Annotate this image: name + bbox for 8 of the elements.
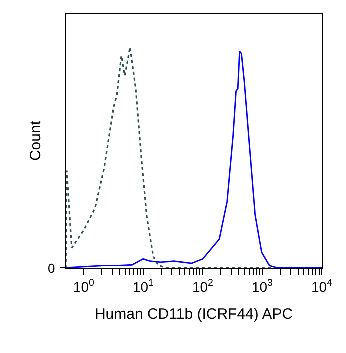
- x-tick-label: 10$^{2}$: [192, 278, 214, 295]
- x-axis-title: Human CD11b (ICRF44) APC: [94, 306, 294, 323]
- text: 0: [48, 261, 56, 276]
- y-axis-title: Count: [28, 120, 45, 162]
- x-tick-label: 10$^{1}$: [132, 278, 154, 295]
- x-tick-label: 10$^{0}$: [73, 278, 95, 295]
- x-tick-label: 10$^{4}$: [311, 278, 334, 295]
- x-tick-label: 10$^{3}$: [252, 278, 274, 295]
